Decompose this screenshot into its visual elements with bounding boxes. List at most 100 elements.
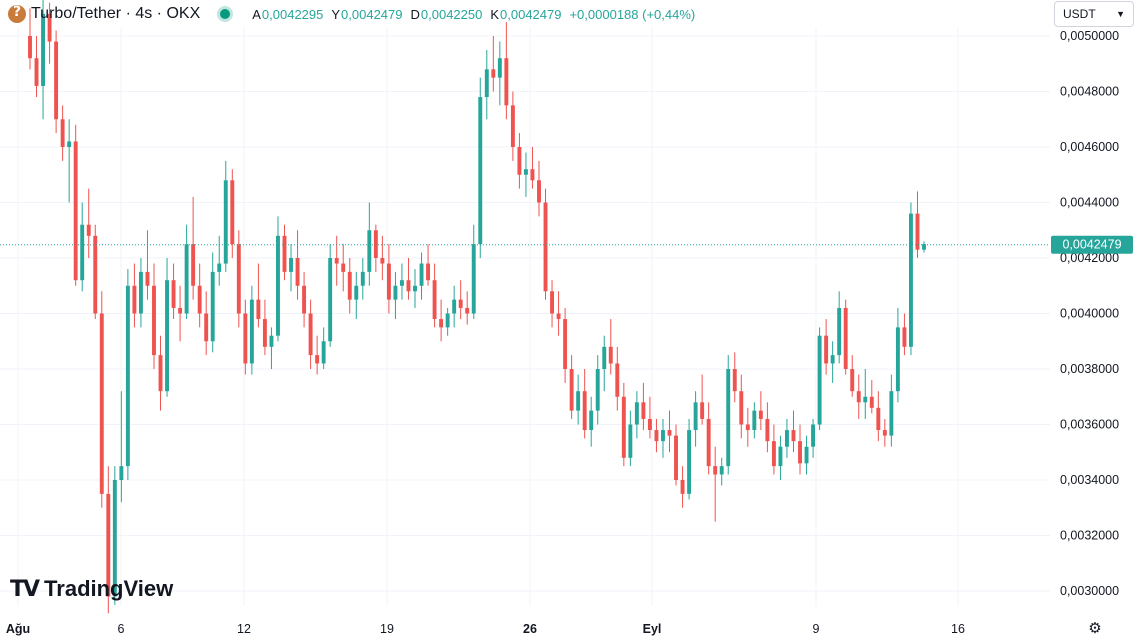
candle — [680, 466, 685, 508]
candle-body — [484, 69, 489, 98]
y-tick-label: 0,0030000 — [1060, 584, 1119, 598]
candle-body — [510, 105, 515, 147]
candle-body — [908, 213, 913, 347]
candle — [719, 457, 724, 486]
candle — [602, 335, 607, 392]
candle-body — [445, 313, 450, 328]
candle-body — [99, 313, 104, 494]
candle — [798, 424, 802, 475]
candle — [882, 418, 887, 447]
candle-body — [817, 335, 822, 425]
candle-body — [634, 402, 639, 425]
candle-body — [706, 418, 711, 467]
candle — [445, 307, 450, 336]
candle-body — [895, 327, 900, 392]
candle-body — [132, 285, 137, 314]
candle — [256, 263, 261, 328]
candle — [595, 355, 600, 425]
candle — [621, 382, 626, 467]
candle-body — [256, 299, 261, 320]
candle — [510, 91, 515, 161]
candle — [771, 424, 776, 475]
candle-body — [243, 313, 248, 364]
gear-icon[interactable]: ⚙ — [1088, 620, 1102, 637]
candle — [497, 41, 502, 106]
candle-body — [334, 258, 339, 264]
candle-body — [922, 244, 926, 250]
currency-select[interactable]: USDT ▼ — [1054, 1, 1134, 27]
candle — [308, 299, 313, 369]
candle-body — [550, 291, 555, 314]
candle — [328, 244, 333, 347]
turbo-coin-icon[interactable] — [8, 4, 26, 23]
candle — [837, 291, 842, 364]
x-axis[interactable]: Ağu 6 12 19 26 Eyl 9 16 — [6, 622, 965, 636]
y-tick-label: 0,0048000 — [1060, 85, 1119, 99]
candle-body — [184, 244, 189, 314]
candle — [504, 22, 509, 120]
x-tick-label: 16 — [951, 622, 965, 636]
candle — [902, 313, 907, 356]
candle — [54, 30, 59, 134]
symbol-title[interactable]: Turbo/Tether · 4s · OKX — [31, 5, 201, 22]
candle-body — [41, 13, 46, 86]
candle-body — [269, 335, 274, 347]
candle-body — [54, 41, 59, 120]
candle-body — [432, 280, 437, 320]
candle-body — [158, 355, 163, 392]
candle — [817, 327, 822, 431]
candle — [471, 224, 476, 320]
candle-body — [471, 244, 476, 314]
candle — [523, 152, 528, 197]
candle-body — [543, 202, 548, 292]
chevron-down-icon: ▼ — [1116, 9, 1125, 19]
candle-body — [341, 263, 346, 272]
candle-body — [458, 299, 463, 308]
candle — [191, 196, 196, 300]
candle — [869, 380, 874, 414]
candle-body — [328, 258, 333, 342]
candle-body — [321, 341, 326, 364]
candle-body — [145, 271, 150, 286]
candle — [138, 258, 143, 328]
candle-body — [804, 446, 809, 464]
candle-body — [608, 346, 613, 364]
candle-body — [204, 313, 209, 342]
candle-body — [308, 313, 313, 356]
candle — [824, 319, 829, 375]
candle — [465, 291, 470, 325]
candle-body — [497, 58, 502, 78]
y-axis[interactable]: 0,0050000 0,0048000 0,0046000 0,0044000 0,00… — [1060, 29, 1119, 598]
y-tick-label: 0,0044000 — [1060, 196, 1119, 210]
candle-body — [354, 285, 359, 300]
last-price-tag: 0,0042479 — [1051, 235, 1133, 254]
candle — [145, 230, 150, 300]
candle-body — [112, 480, 117, 597]
candle — [745, 407, 750, 447]
candle — [158, 335, 163, 411]
candle — [80, 202, 85, 292]
candle — [530, 147, 535, 189]
candle — [556, 291, 561, 336]
candle — [230, 169, 235, 258]
y-tick-label: 0,0042000 — [1060, 251, 1119, 265]
candle-body — [915, 213, 920, 250]
candle — [289, 244, 293, 292]
candle — [758, 391, 763, 431]
candles-layer — [28, 0, 926, 614]
y-tick-label: 0,0038000 — [1060, 362, 1119, 376]
candle — [315, 335, 320, 375]
candle — [34, 36, 39, 98]
candle-body — [661, 430, 665, 442]
candle-body — [119, 466, 124, 480]
market-status-icon[interactable] — [220, 9, 231, 19]
candle — [458, 280, 463, 320]
tradingview-logo[interactable]: TV TradingView — [10, 576, 173, 602]
candle — [28, 8, 32, 70]
candle — [204, 291, 209, 356]
candle — [276, 216, 280, 342]
y-tick-label: 0,0036000 — [1060, 418, 1119, 432]
candle-body — [850, 369, 855, 392]
candle-body — [360, 271, 365, 286]
